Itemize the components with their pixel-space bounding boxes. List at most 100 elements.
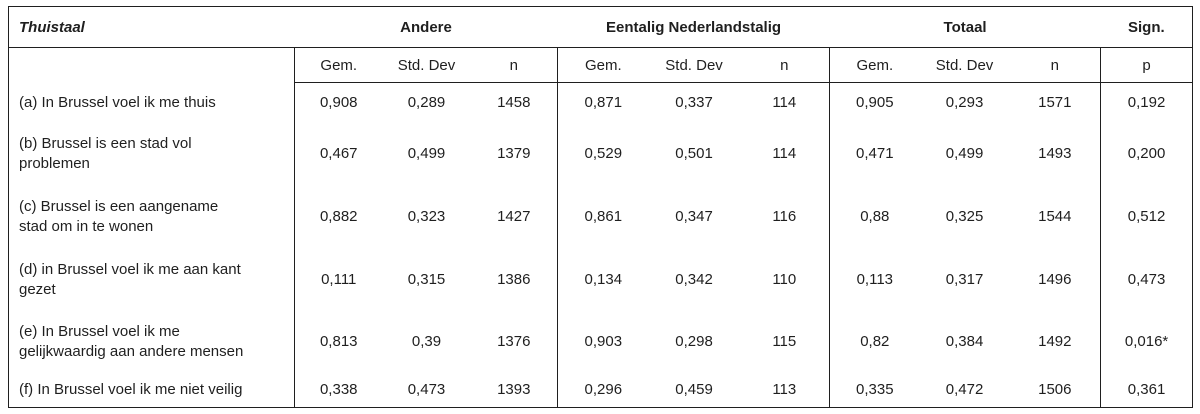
subheader-n-eentalig: n — [739, 47, 830, 83]
subheader-stddev-totaal: Std. Dev — [919, 47, 1010, 83]
row-label: (b) Brussel is een stad vol problemen — [9, 123, 295, 185]
cell-n-andere: 1458 — [497, 94, 531, 112]
row-label-line: (e) In Brussel voel ik me — [19, 322, 180, 340]
cell-n-andere: 1376 — [497, 333, 531, 350]
table-container: Thuistaal Andere Eentalig Nederlandstali… — [8, 6, 1194, 408]
cell-n-andere: 1386 — [497, 271, 531, 288]
cell-n-eentalig: 114 — [772, 94, 797, 112]
cell-p: 0,512 — [1100, 184, 1193, 249]
cell-n-eentalig: 116 — [772, 208, 797, 225]
cell-p: 0,192 — [1100, 82, 1193, 123]
cell-stddev-totaal: 0,293 — [945, 94, 984, 112]
group-header-andere: Andere — [294, 6, 558, 48]
row-label: (d) in Brussel voel ik me aan kant gezet — [9, 249, 295, 311]
table-row-d: (d) in Brussel voel ik me aan kant gezet… — [9, 248, 1193, 311]
row-label: (c) Brussel is een aangename stad om in … — [9, 185, 295, 249]
cell-gem-andere: 0,813 — [294, 310, 383, 373]
cell-n-totaal: 1492 — [1038, 333, 1072, 350]
subheader-p: p — [1100, 47, 1193, 83]
cell-stddev-andere: 0,315 — [407, 271, 446, 288]
subheader-gem-andere: Gem. — [294, 47, 383, 83]
subheader-stddev-eentalig: Std. Dev — [648, 47, 740, 83]
row-label: (a) In Brussel voel ik me thuis — [9, 83, 295, 123]
cell-gem-totaal: 0,905 — [829, 82, 920, 123]
cell-stddev-totaal: 0,325 — [945, 208, 984, 225]
cell-stddev-eentalig: 0,298 — [675, 333, 713, 350]
cell-n-eentalig: 113 — [772, 381, 797, 399]
subheader-n-andere: n — [470, 47, 558, 83]
subheader-gem-totaal: Gem. — [829, 47, 920, 83]
table-row-e: (e) In Brussel voel ik me gelijkwaardig … — [9, 310, 1193, 373]
cell-gem-eentalig: 0,903 — [557, 310, 649, 373]
subheader-row: Gem. Std. Dev n Gem. Std. Dev n Gem. Std… — [9, 47, 1193, 83]
cell-stddev-eentalig: 0,459 — [675, 381, 713, 399]
cell-p: 0,361 — [1100, 372, 1193, 408]
cell-stddev-totaal: 0,472 — [945, 381, 984, 399]
table-row-a: (a) In Brussel voel ik me thuis 0,908 0,… — [9, 82, 1193, 123]
cell-stddev-totaal: 0,499 — [945, 145, 984, 162]
row-label: (e) In Brussel voel ik me gelijkwaardig … — [9, 311, 295, 373]
cell-stddev-andere: 0,499 — [407, 145, 446, 162]
row-label-line: stad om in te wonen — [19, 217, 154, 235]
cell-stddev-andere: 0,323 — [407, 208, 446, 225]
row-label-line: problemen — [19, 154, 90, 172]
row-label-line: (d) in Brussel voel ik me aan kant — [19, 260, 241, 278]
subheader-empty — [9, 48, 295, 83]
cell-gem-totaal: 0,113 — [829, 248, 920, 311]
cell-n-totaal: 1571 — [1038, 94, 1072, 112]
cell-stddev-andere: 0,289 — [407, 94, 446, 112]
cell-gem-totaal: 0,88 — [829, 184, 920, 249]
group-header-eentalig-nederlandstalig: Eentalig Nederlandstalig — [557, 6, 830, 48]
statistics-table: Thuistaal Andere Eentalig Nederlandstali… — [8, 6, 1194, 408]
table-row-c: (c) Brussel is een aangename stad om in … — [9, 184, 1193, 249]
cell-gem-totaal: 0,335 — [829, 372, 920, 408]
group-header-sign: Sign. — [1100, 6, 1193, 48]
cell-gem-andere: 0,467 — [294, 122, 383, 185]
cell-stddev-andere: 0,473 — [407, 381, 446, 399]
cell-n-eentalig: 115 — [772, 333, 797, 350]
cell-p: 0,473 — [1100, 248, 1193, 311]
cell-gem-andere: 0,882 — [294, 184, 383, 249]
cell-gem-eentalig: 0,529 — [557, 122, 649, 185]
table-row-f: (f) In Brussel voel ik me niet veilig 0,… — [9, 372, 1193, 408]
table-row-b: (b) Brussel is een stad vol problemen 0,… — [9, 122, 1193, 185]
cell-n-totaal: 1506 — [1038, 381, 1072, 399]
group-header-totaal: Totaal — [829, 6, 1101, 48]
cell-stddev-eentalig: 0,337 — [675, 94, 713, 112]
row-label-line: (b) Brussel is een stad vol — [19, 134, 192, 152]
cell-p: 0,016* — [1100, 310, 1193, 373]
cell-gem-eentalig: 0,134 — [557, 248, 649, 311]
row-label-line: (f) In Brussel voel ik me niet veilig — [19, 380, 243, 398]
row-label-line: gezet — [19, 280, 56, 298]
cell-stddev-totaal: 0,317 — [945, 271, 984, 288]
cell-n-andere: 1379 — [497, 145, 531, 162]
group-header-row: Thuistaal Andere Eentalig Nederlandstali… — [8, 6, 1193, 48]
cell-stddev-eentalig: 0,347 — [675, 208, 713, 225]
cell-stddev-eentalig: 0,342 — [675, 271, 713, 288]
row-label-line: gelijkwaardig aan andere mensen — [19, 342, 244, 360]
cell-n-totaal: 1496 — [1038, 271, 1072, 288]
cell-n-andere: 1393 — [497, 381, 531, 399]
cell-n-totaal: 1493 — [1038, 145, 1072, 162]
subheader-stddev-andere: Std. Dev — [382, 47, 471, 83]
subheader-n-totaal: n — [1009, 47, 1101, 83]
cell-gem-andere: 0,908 — [294, 82, 383, 123]
cell-gem-totaal: 0,82 — [829, 310, 920, 373]
cell-n-totaal: 1544 — [1038, 208, 1072, 225]
cell-gem-eentalig: 0,861 — [557, 184, 649, 249]
cell-stddev-andere: 0,39 — [411, 333, 442, 350]
row-label: (f) In Brussel voel ik me niet veilig — [9, 373, 295, 408]
corner-header-thuistaal: Thuistaal — [8, 6, 295, 48]
cell-gem-totaal: 0,471 — [829, 122, 920, 185]
cell-n-eentalig: 110 — [772, 271, 797, 288]
subheader-gem-eentalig: Gem. — [557, 47, 649, 83]
row-label-line: (a) In Brussel voel ik me thuis — [19, 93, 216, 111]
cell-n-eentalig: 114 — [772, 145, 797, 162]
cell-gem-andere: 0,338 — [294, 372, 383, 408]
cell-n-andere: 1427 — [497, 208, 531, 225]
cell-gem-andere: 0,111 — [294, 248, 383, 311]
cell-gem-eentalig: 0,871 — [557, 82, 649, 123]
cell-p: 0,200 — [1100, 122, 1193, 185]
cell-stddev-eentalig: 0,501 — [675, 145, 713, 162]
row-label-line: (c) Brussel is een aangename — [19, 197, 219, 215]
